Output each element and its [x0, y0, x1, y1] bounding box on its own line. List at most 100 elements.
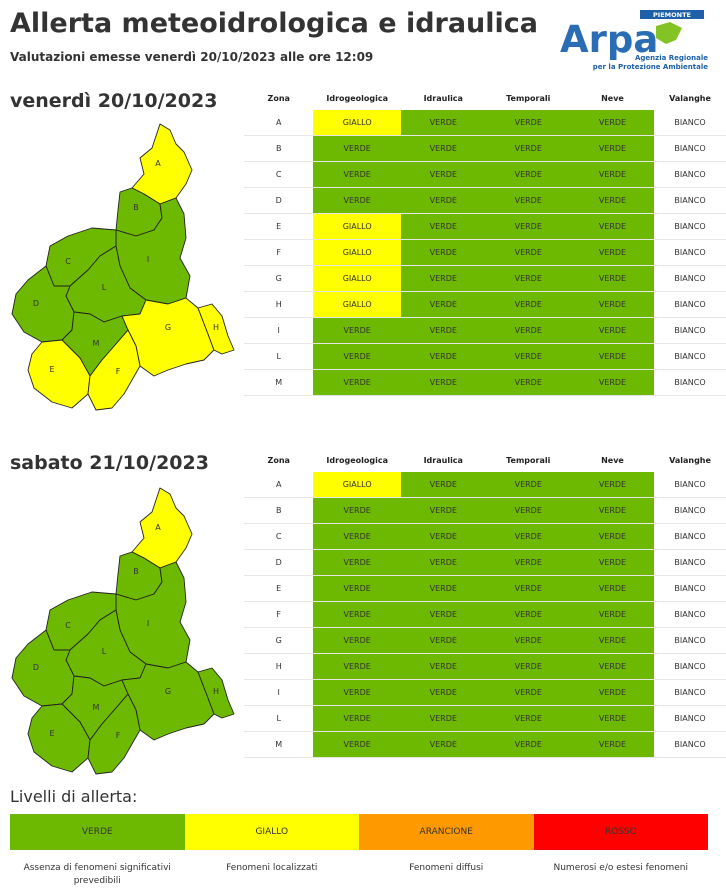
level-cell: VERDE: [313, 550, 401, 576]
legend-bar: VERDE GIALLO ARANCIONE ROSSO: [10, 814, 708, 850]
legend-desc-rosso: Numerosi e/o estesi fenomeni: [553, 863, 688, 873]
level-cell: BIANCO: [654, 498, 726, 524]
level-cell: BIANCO: [654, 654, 726, 680]
level-cell: VERDE: [400, 550, 486, 576]
zone-label-g: G: [165, 687, 171, 696]
level-cell: VERDE: [570, 344, 655, 370]
level-cell: GIALLO: [313, 266, 401, 292]
table-row: D VERDE VERDE VERDE VERDE BIANCO: [244, 188, 726, 214]
level-cell: BIANCO: [654, 628, 726, 654]
zone-label-m: M: [93, 703, 100, 712]
legend-level-rosso: ROSSO: [533, 814, 708, 850]
level-cell: VERDE: [485, 680, 571, 706]
level-cell: VERDE: [570, 188, 655, 214]
column-header-valanghe: Valanghe: [669, 455, 711, 465]
level-cell: VERDE: [485, 344, 571, 370]
level-cell: VERDE: [570, 214, 655, 240]
level-cell: BIANCO: [654, 240, 726, 266]
level-cell: VERDE: [570, 292, 655, 318]
column-header-zona: Zona: [267, 455, 290, 465]
level-cell: VERDE: [485, 472, 571, 498]
logo-name: Arpa: [560, 18, 658, 61]
table-row: G VERDE VERDE VERDE VERDE BIANCO: [244, 628, 726, 654]
level-cell: VERDE: [570, 110, 655, 136]
issue-timestamp: Valutazioni emesse venerdì 20/10/2023 al…: [10, 50, 374, 64]
level-cell: VERDE: [400, 706, 486, 732]
legend-desc-arancione: Fenomeni diffusi: [409, 863, 484, 873]
zone-label-l: L: [102, 647, 107, 656]
legend-desc-giallo: Fenomeni localizzati: [226, 863, 318, 873]
level-cell: VERDE: [485, 136, 571, 162]
level-cell: VERDE: [400, 370, 486, 396]
zone-g: [121, 297, 215, 377]
level-cell: VERDE: [570, 472, 655, 498]
table-row: I VERDE VERDE VERDE VERDE BIANCO: [244, 680, 726, 706]
level-cell: BIANCO: [654, 110, 726, 136]
level-cell: VERDE: [313, 576, 401, 602]
zone-label-i: I: [147, 255, 149, 264]
level-cell: BIANCO: [654, 576, 726, 602]
zone-cell: F: [244, 240, 314, 266]
level-cell: VERDE: [313, 344, 401, 370]
level-cell: VERDE: [570, 136, 655, 162]
level-cell: VERDE: [485, 292, 571, 318]
table-row: F GIALLO VERDE VERDE VERDE BIANCO: [244, 240, 726, 266]
column-header-valanghe: Valanghe: [669, 93, 711, 103]
level-cell: BIANCO: [654, 602, 726, 628]
zone-cell: F: [244, 602, 314, 628]
zone-label-a: A: [155, 523, 161, 532]
zone-map-day-1: A B I C L D M G H E F: [11, 123, 235, 411]
level-cell: BIANCO: [654, 524, 726, 550]
arpa-logo: PIEMONTE Arpa Agenzia Regionale per la P…: [560, 10, 708, 71]
level-cell: VERDE: [485, 214, 571, 240]
level-cell: VERDE: [485, 732, 571, 758]
logo-line1: Agenzia Regionale: [635, 54, 708, 62]
level-cell: VERDE: [400, 318, 486, 344]
legend-level-arancione: ARANCIONE: [359, 814, 534, 850]
level-cell: VERDE: [313, 524, 401, 550]
legend-desc-verde: Assenza di fenomeni significativi preved…: [23, 863, 171, 886]
level-cell: VERDE: [485, 628, 571, 654]
level-cell: BIANCO: [654, 680, 726, 706]
legend-descriptions: Assenza di fenomeni significativi preved…: [10, 862, 708, 888]
level-cell: VERDE: [400, 628, 486, 654]
zone-cell: D: [244, 188, 314, 214]
zone-label-c: C: [65, 621, 71, 630]
logo-banner: [640, 10, 704, 19]
column-header-idraulica: Idraulica: [423, 455, 463, 465]
level-cell: VERDE: [570, 498, 655, 524]
zone-label-f: F: [116, 731, 121, 740]
zone-cell: C: [244, 162, 314, 188]
alert-table-day-2: Zona Idrogeologica Idraulica Temporali Neve V…: [244, 448, 726, 758]
zone-cell: D: [244, 550, 314, 576]
level-cell: VERDE: [313, 602, 401, 628]
column-header-idrogeologica: Idrogeologica: [326, 93, 388, 103]
level-cell: VERDE: [485, 162, 571, 188]
level-cell: VERDE: [570, 240, 655, 266]
zone-cell: H: [244, 654, 314, 680]
level-cell: BIANCO: [654, 706, 726, 732]
zone-f: [87, 329, 141, 411]
level-cell: VERDE: [570, 550, 655, 576]
column-header-temporali: Temporali: [506, 93, 551, 103]
column-header-neve: Neve: [601, 93, 624, 103]
table-row: H VERDE VERDE VERDE VERDE BIANCO: [244, 654, 726, 680]
level-cell: BIANCO: [654, 370, 726, 396]
zone-label-i: I: [147, 619, 149, 628]
level-cell: BIANCO: [654, 266, 726, 292]
level-cell: VERDE: [400, 136, 486, 162]
level-cell: BIANCO: [654, 550, 726, 576]
level-cell: BIANCO: [654, 344, 726, 370]
level-cell: VERDE: [313, 654, 401, 680]
zone-label-f: F: [116, 367, 121, 376]
table-header-row: Zona Idrogeologica Idraulica Temporali Neve V…: [244, 448, 726, 472]
logo-region-shape: [656, 22, 682, 44]
column-header-idrogeologica: Idrogeologica: [326, 455, 388, 465]
level-cell: BIANCO: [654, 188, 726, 214]
zone-e: [27, 339, 91, 409]
level-cell: VERDE: [485, 370, 571, 396]
level-cell: VERDE: [485, 602, 571, 628]
level-cell: VERDE: [570, 628, 655, 654]
level-cell: VERDE: [400, 680, 486, 706]
level-cell: GIALLO: [313, 292, 401, 318]
